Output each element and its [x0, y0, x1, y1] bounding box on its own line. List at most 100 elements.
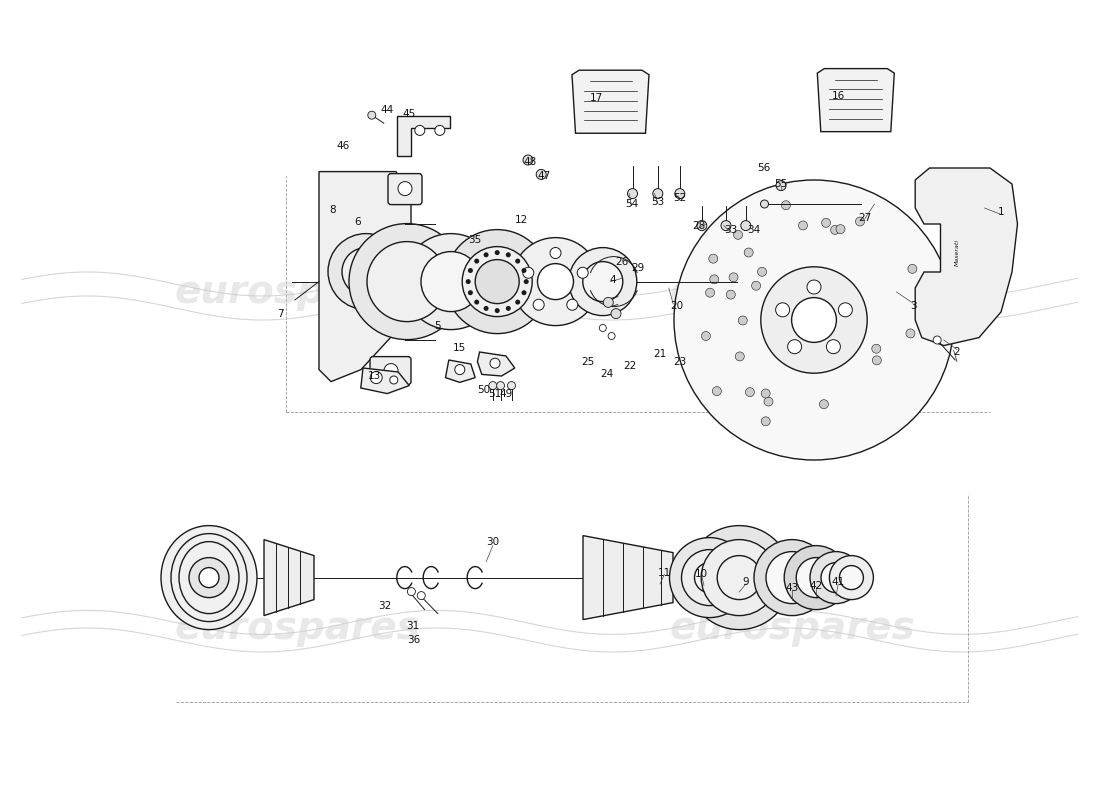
Circle shape — [734, 230, 742, 239]
Circle shape — [784, 546, 848, 610]
Text: eurospares: eurospares — [669, 609, 915, 647]
Circle shape — [490, 358, 500, 368]
Circle shape — [740, 221, 751, 230]
Text: Maserati: Maserati — [955, 238, 959, 266]
Circle shape — [872, 344, 881, 354]
Text: 28: 28 — [692, 221, 705, 230]
Text: 6: 6 — [354, 217, 361, 226]
Text: eurospares: eurospares — [174, 273, 420, 311]
Circle shape — [720, 221, 732, 230]
Ellipse shape — [161, 526, 257, 630]
Text: 5: 5 — [434, 321, 441, 330]
Text: 20: 20 — [670, 301, 683, 310]
Circle shape — [776, 303, 790, 317]
Text: 52: 52 — [673, 194, 686, 203]
Circle shape — [495, 308, 499, 313]
Circle shape — [407, 587, 416, 595]
Text: 24: 24 — [601, 370, 614, 379]
Circle shape — [600, 325, 606, 331]
Circle shape — [738, 316, 747, 325]
Text: 27: 27 — [858, 213, 871, 222]
Circle shape — [465, 279, 471, 284]
Circle shape — [836, 225, 845, 234]
Text: 36: 36 — [407, 635, 420, 645]
Circle shape — [454, 365, 465, 374]
Polygon shape — [583, 536, 673, 619]
Circle shape — [810, 551, 862, 603]
Text: 49: 49 — [499, 389, 513, 398]
Circle shape — [534, 299, 544, 310]
Circle shape — [328, 234, 404, 310]
Circle shape — [474, 258, 480, 263]
Text: eurospares: eurospares — [669, 273, 915, 311]
Circle shape — [462, 246, 532, 317]
Text: 16: 16 — [832, 91, 845, 101]
Circle shape — [468, 268, 473, 273]
Circle shape — [371, 371, 382, 383]
Circle shape — [792, 298, 836, 342]
Circle shape — [717, 555, 761, 600]
Polygon shape — [264, 539, 314, 616]
Circle shape — [512, 238, 600, 326]
Circle shape — [746, 388, 755, 397]
Circle shape — [788, 340, 802, 354]
Text: 34: 34 — [747, 226, 760, 235]
Circle shape — [696, 221, 707, 230]
Circle shape — [488, 382, 497, 390]
Polygon shape — [915, 168, 1018, 346]
Text: 12: 12 — [515, 215, 528, 225]
Circle shape — [729, 273, 738, 282]
Circle shape — [496, 382, 505, 390]
Circle shape — [829, 555, 873, 600]
Circle shape — [349, 223, 465, 339]
Circle shape — [398, 182, 412, 196]
Text: 7: 7 — [277, 309, 284, 318]
Circle shape — [384, 363, 398, 378]
Circle shape — [670, 538, 749, 618]
Text: 22: 22 — [624, 362, 637, 371]
Circle shape — [856, 217, 865, 226]
Text: 56: 56 — [757, 163, 770, 173]
Circle shape — [521, 268, 527, 273]
Circle shape — [468, 290, 473, 295]
Circle shape — [652, 189, 663, 198]
Circle shape — [583, 262, 623, 302]
Circle shape — [603, 298, 614, 307]
Text: 48: 48 — [524, 158, 537, 167]
Circle shape — [189, 558, 229, 598]
Circle shape — [751, 282, 760, 290]
FancyBboxPatch shape — [388, 174, 422, 205]
Polygon shape — [361, 368, 409, 394]
Circle shape — [682, 550, 737, 606]
Circle shape — [702, 331, 711, 341]
Text: 30: 30 — [486, 538, 499, 547]
Circle shape — [726, 290, 735, 299]
Circle shape — [764, 397, 773, 406]
Circle shape — [821, 562, 851, 593]
Text: 8: 8 — [329, 205, 336, 214]
Text: 55: 55 — [774, 179, 788, 189]
Text: 50: 50 — [477, 385, 491, 394]
Text: 51: 51 — [488, 389, 502, 398]
Circle shape — [367, 242, 447, 322]
Circle shape — [538, 264, 573, 300]
Circle shape — [838, 303, 853, 317]
Circle shape — [434, 126, 444, 135]
Circle shape — [674, 180, 954, 460]
Circle shape — [710, 275, 718, 284]
Circle shape — [830, 226, 839, 234]
Text: 1: 1 — [998, 207, 1004, 217]
Circle shape — [417, 591, 426, 600]
Text: 46: 46 — [337, 141, 350, 150]
Circle shape — [566, 299, 578, 310]
Text: 29: 29 — [631, 263, 645, 273]
Circle shape — [781, 201, 791, 210]
Text: 10: 10 — [695, 570, 708, 579]
Circle shape — [839, 566, 864, 590]
Circle shape — [776, 181, 786, 190]
Circle shape — [199, 568, 219, 587]
Circle shape — [688, 526, 791, 630]
Circle shape — [761, 266, 867, 373]
Text: 53: 53 — [651, 197, 664, 206]
Circle shape — [908, 264, 917, 274]
